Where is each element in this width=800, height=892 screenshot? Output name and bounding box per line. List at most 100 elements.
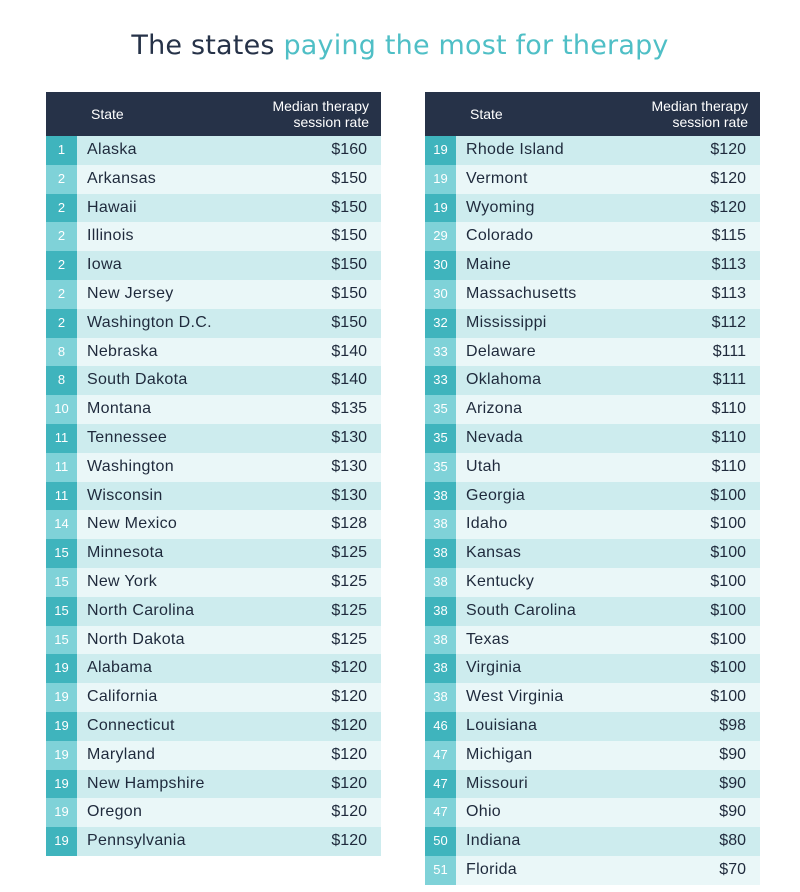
state-cell: Arkansas — [87, 169, 157, 187]
state-cell: Pennsylvania — [87, 832, 186, 850]
state-cell: Nebraska — [87, 342, 158, 360]
rate-cell: $150 — [331, 227, 367, 245]
state-cell: Missouri — [466, 774, 528, 792]
table-row: 11 Washington $130 — [46, 452, 381, 482]
table-row: 33 Delaware $111 — [425, 337, 760, 367]
table-row: 2 Illinois $150 — [46, 222, 381, 252]
rank-cell: 19 — [46, 711, 77, 741]
state-cell: New Jersey — [87, 284, 174, 302]
rate-cell: $111 — [712, 342, 746, 360]
rate-cell: $125 — [331, 544, 367, 562]
table-row: 33 Oklahoma $111 — [425, 366, 760, 396]
rank-cell: 30 — [425, 251, 456, 280]
table-row: 19 Maryland $120 — [46, 740, 381, 770]
rate-cell: $125 — [331, 630, 367, 648]
rank-cell: 2 — [46, 222, 77, 252]
rank-cell: 50 — [425, 827, 456, 856]
state-cell: Alabama — [87, 659, 153, 677]
rank-cell: 38 — [425, 567, 456, 597]
state-cell: Michigan — [466, 745, 533, 763]
rate-cell: $130 — [331, 457, 367, 475]
header-rate-line2: session rate — [293, 114, 369, 130]
table-row: 38 South Carolina $100 — [425, 596, 760, 626]
state-cell: New York — [87, 572, 157, 590]
rate-cell: $130 — [331, 486, 367, 504]
rank-cell: 38 — [425, 596, 456, 626]
state-cell: Tennessee — [87, 428, 168, 446]
rank-cell: 2 — [46, 164, 77, 194]
rate-cell: $140 — [331, 342, 367, 360]
rate-cell: $100 — [710, 515, 746, 533]
table-row: 11 Tennessee $130 — [46, 423, 381, 453]
rank-cell: 19 — [46, 654, 77, 684]
state-cell: Colorado — [466, 227, 534, 245]
state-cell: Rhode Island — [466, 141, 564, 158]
table-row: 50 Indiana $80 — [425, 827, 760, 856]
rate-cell: $110 — [711, 428, 746, 446]
state-cell: Utah — [466, 457, 501, 475]
state-cell: Nevada — [466, 428, 523, 446]
table-row: 1 Alaska $160 — [46, 136, 381, 165]
rate-cell: $100 — [710, 544, 746, 562]
rank-cell: 35 — [425, 423, 456, 453]
rate-cell: $100 — [710, 630, 746, 648]
rank-cell: 2 — [46, 279, 77, 309]
table-row: 51 Florida $70 — [425, 855, 760, 885]
table-row: 30 Massachusetts $113 — [425, 279, 760, 309]
rate-cell: $120 — [710, 141, 746, 158]
table-row: 19 Connecticut $120 — [46, 711, 381, 741]
state-cell: Oregon — [87, 803, 143, 821]
rate-cell: $90 — [719, 774, 746, 792]
rate-cell: $90 — [719, 803, 746, 821]
state-cell: California — [87, 688, 158, 706]
rank-cell: 47 — [425, 798, 456, 828]
rate-cell: $100 — [710, 572, 746, 590]
table-row: 19 Alabama $120 — [46, 654, 381, 684]
rank-cell: 33 — [425, 337, 456, 367]
state-cell: Florida — [466, 860, 518, 878]
table-row: 38 West Virginia $100 — [425, 683, 760, 712]
table-row: 47 Michigan $90 — [425, 740, 760, 770]
rate-cell: $100 — [710, 659, 746, 677]
rate-cell: $125 — [331, 572, 367, 590]
rate-cell: $150 — [331, 313, 367, 331]
header-rate-line1: Median therapy — [651, 98, 748, 114]
rate-cell: $150 — [331, 169, 367, 187]
table-row: 19 California $120 — [46, 683, 381, 712]
table-row: 15 North Dakota $125 — [46, 625, 381, 655]
table-row: 2 Arkansas $150 — [46, 164, 381, 194]
title-part-1: The states — [131, 30, 284, 61]
rank-cell: 19 — [425, 193, 456, 223]
table-row: 2 Washington D.C. $150 — [46, 308, 381, 338]
state-cell: Delaware — [466, 342, 536, 360]
table-row: 14 New Mexico $128 — [46, 510, 381, 540]
state-cell: South Dakota — [87, 371, 188, 389]
rank-cell: 19 — [46, 798, 77, 828]
rate-cell: $125 — [331, 601, 367, 619]
header-rate-line1: Median therapy — [272, 98, 369, 114]
state-cell: Ohio — [466, 803, 501, 821]
rate-cell: $140 — [331, 371, 367, 389]
state-cell: Idaho — [466, 515, 508, 533]
rate-cell: $120 — [331, 832, 367, 850]
rate-cell: $113 — [711, 284, 746, 302]
header-state: State — [91, 106, 124, 122]
rank-cell: 19 — [46, 769, 77, 799]
table-row: 2 Hawaii $150 — [46, 193, 381, 223]
table-body: 19 Rhode Island $120 19 Vermont $120 19 Wyoming… — [425, 136, 760, 885]
table-row: 47 Ohio $90 — [425, 798, 760, 828]
table-row: 46 Louisiana $98 — [425, 711, 760, 741]
rank-cell: 1 — [46, 136, 77, 165]
table-body: 1 Alaska $160 2 Arkansas $150 2 Hawaii $150 2 Illi… — [46, 136, 381, 856]
rank-cell: 38 — [425, 625, 456, 655]
rate-cell: $100 — [710, 601, 746, 619]
rank-cell: 38 — [425, 481, 456, 511]
rate-cell: $120 — [331, 803, 367, 821]
rank-cell: 38 — [425, 539, 456, 568]
rank-cell: 15 — [46, 539, 77, 568]
rank-cell: 47 — [425, 769, 456, 799]
rank-cell: 15 — [46, 596, 77, 626]
rate-cell: $100 — [710, 486, 746, 504]
rate-cell: $120 — [710, 169, 746, 187]
table-row: 47 Missouri $90 — [425, 769, 760, 799]
